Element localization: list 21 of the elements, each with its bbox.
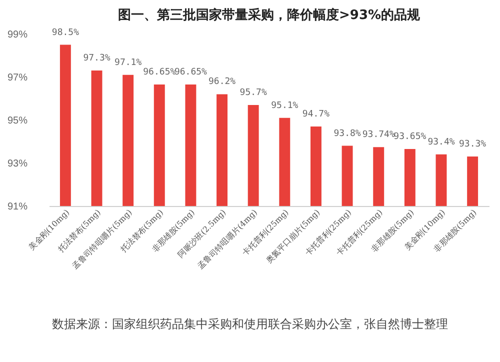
data-label: 94.7% bbox=[302, 109, 330, 120]
data-label: 96.65% bbox=[174, 68, 208, 78]
data-label: 97.3% bbox=[83, 54, 111, 64]
data-label: 97.1% bbox=[114, 58, 142, 68]
y-tick-label: 95% bbox=[7, 116, 28, 126]
data-label: 95.7% bbox=[240, 88, 268, 98]
data-label: 96.65% bbox=[143, 68, 176, 78]
source-note: 数据来源：国家组织药品集中采购和使用联合采购办公室，张自然博士整理 bbox=[51, 316, 449, 333]
y-tick-label: 97% bbox=[7, 72, 28, 84]
data-label: 98.5% bbox=[52, 28, 80, 38]
data-label: 93.65% bbox=[394, 132, 427, 142]
data-label: 93.8% bbox=[334, 128, 362, 139]
data-label: 93.3% bbox=[459, 140, 487, 150]
y-tick-label: 93% bbox=[7, 158, 28, 170]
data-label: 93.74% bbox=[362, 130, 396, 140]
chart-title: 图一、第三批国家带量采购，降价幅度>93%的品规 bbox=[118, 6, 421, 23]
y-tick-label: 99% bbox=[7, 30, 28, 40]
data-label: 95.1% bbox=[271, 100, 299, 111]
y-tick-label: 91% bbox=[7, 202, 28, 212]
data-label: 93.4% bbox=[428, 137, 456, 148]
data-label: 96.2% bbox=[208, 77, 236, 88]
